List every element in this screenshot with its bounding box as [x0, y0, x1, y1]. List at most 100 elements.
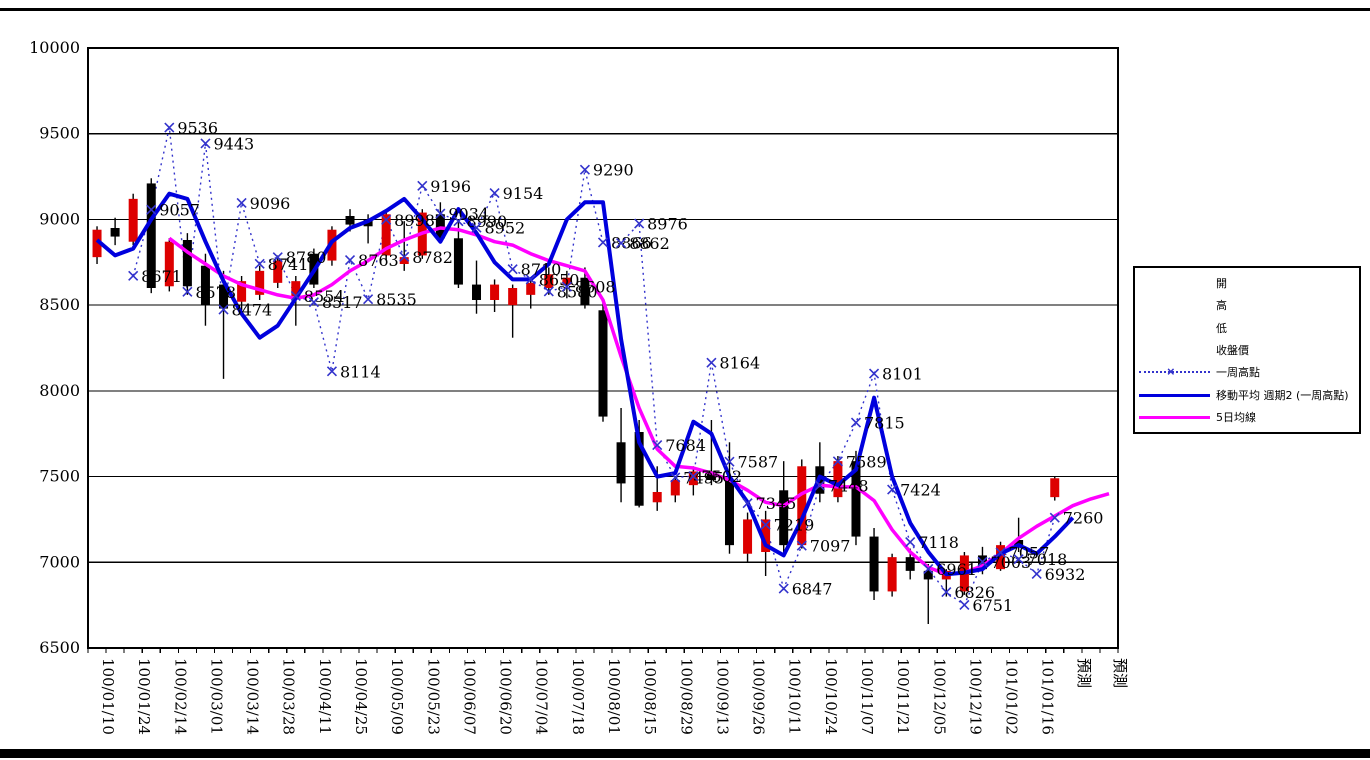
weekly-point-marker: [182, 286, 193, 297]
candlestick: [996, 545, 1006, 570]
point-label: 8763: [358, 251, 399, 270]
point-label: 9196: [430, 177, 471, 196]
point-label: 7815: [864, 414, 905, 433]
no-marker: [1137, 319, 1212, 337]
weekly-point-marker: [164, 122, 175, 133]
weekly-point-marker: [579, 164, 590, 175]
legend-item-label: 收盤價: [1216, 343, 1249, 357]
weekly-point-marker: [995, 547, 1006, 558]
point-label: 8608: [575, 278, 616, 297]
candlestick: [182, 240, 192, 287]
y-tick-label: 8500: [39, 295, 80, 314]
point-label: 7097: [810, 537, 851, 556]
x-tick-label: 100/06/07: [460, 658, 478, 735]
candlestick: [670, 480, 680, 496]
weekly-point-marker: [923, 563, 934, 575]
weekly-point-marker: [597, 237, 609, 248]
x-tick-label: 100/05/09: [388, 658, 406, 735]
x-tick-label: 100/08/15: [641, 658, 659, 735]
candlestick: [472, 284, 482, 300]
candlestick: [544, 274, 554, 288]
y-tick-label: 8000: [39, 381, 80, 400]
point-label: 7684: [665, 436, 706, 455]
x-tick-label: 100/04/11: [316, 658, 334, 735]
weekly-point-marker: [778, 583, 789, 594]
candlestick: [255, 270, 265, 295]
candlestick: [616, 442, 626, 484]
point-label: 7345: [756, 494, 797, 513]
x-tick-label: 預測: [1075, 658, 1093, 688]
weekly-point-marker: [561, 281, 572, 292]
candlestick: [291, 281, 301, 299]
x-tick-label: 100/01/24: [135, 658, 153, 735]
x-tick-label: 100/03/01: [207, 658, 225, 735]
point-label: 7587: [737, 453, 778, 472]
top-border-rule: [0, 8, 1370, 11]
x-tick-label: 100/11/07: [858, 658, 876, 735]
no-marker: [1137, 341, 1212, 359]
candlestick: [797, 466, 807, 546]
point-label: 8474: [232, 301, 273, 320]
ma2-line-icon: [1137, 386, 1212, 404]
weekly-point-marker: [760, 519, 771, 530]
weekly-point-marker: [1013, 554, 1024, 565]
point-label: 6932: [1045, 565, 1086, 584]
point-label: 8114: [340, 362, 381, 381]
candlestick: [706, 471, 716, 480]
y-tick-label: 6500: [39, 638, 80, 657]
x-tick-label: 100/07/18: [569, 658, 587, 735]
y-tick-label: 9500: [39, 124, 80, 143]
candlestick: [345, 216, 355, 225]
legend-item-label: 開: [1216, 277, 1227, 291]
point-label: 8862: [629, 234, 670, 253]
point-label: 9443: [213, 134, 254, 153]
weekly-point-marker: [453, 216, 464, 227]
weekly-point-marker: [832, 456, 843, 467]
candlestick: [110, 228, 120, 237]
weekly-point-marker: [616, 238, 627, 249]
candlestick: [219, 284, 229, 309]
x-tick-label: 101/01/02: [1003, 658, 1021, 735]
weekly-point-marker: [1031, 568, 1042, 580]
y-tick-label: 9000: [39, 209, 80, 228]
point-label: 7018: [1027, 550, 1068, 569]
candlestick: [905, 557, 915, 571]
x-tick-label: 101/01/16: [1039, 658, 1057, 735]
weekly-point-dotted-line-icon: ×: [1137, 363, 1212, 381]
candlestick: [508, 288, 518, 306]
x-tick-label: 100/11/21: [894, 658, 912, 735]
candlestick: [562, 277, 572, 285]
candlestick: [92, 229, 102, 258]
legend-item: × 一周高點: [1137, 362, 1357, 382]
legend-item-label: 高: [1216, 299, 1227, 313]
x-tick-label: 100/05/23: [424, 658, 442, 735]
weekly-point-marker: [977, 556, 988, 567]
weekly-point-marker: [417, 180, 428, 191]
ma2-line: [95, 191, 1075, 577]
weekly-point-marker: [706, 357, 717, 368]
weekly-point-marker: [543, 286, 554, 297]
legend-item-label: 5日均線: [1216, 410, 1256, 424]
weekly-point-marker: [959, 599, 970, 611]
candlestick: [598, 310, 608, 417]
point-label: 8535: [376, 290, 417, 309]
point-label: 7260: [1063, 509, 1104, 528]
candlestick: [1050, 478, 1060, 498]
y-tick-label: 10000: [29, 38, 80, 57]
x-tick-label: 100/12/05: [930, 658, 948, 735]
legend-item: 開: [1137, 273, 1357, 293]
point-label: 9034: [448, 205, 489, 224]
weekly-point-line: [132, 127, 1056, 607]
candlestick: [580, 277, 590, 306]
candlestick: [833, 461, 843, 498]
weekly-point-marker: [290, 290, 301, 301]
weekly-point-marker: [507, 264, 518, 275]
point-label: 9096: [250, 194, 291, 213]
weekly-point-marker: [326, 366, 338, 377]
weekly-point-marker: [796, 540, 807, 551]
weekly-point-marker: [435, 208, 446, 219]
candlestick: [923, 570, 933, 580]
y-tick-label: 7000: [39, 552, 80, 571]
weekly-point-marker: [941, 587, 952, 598]
